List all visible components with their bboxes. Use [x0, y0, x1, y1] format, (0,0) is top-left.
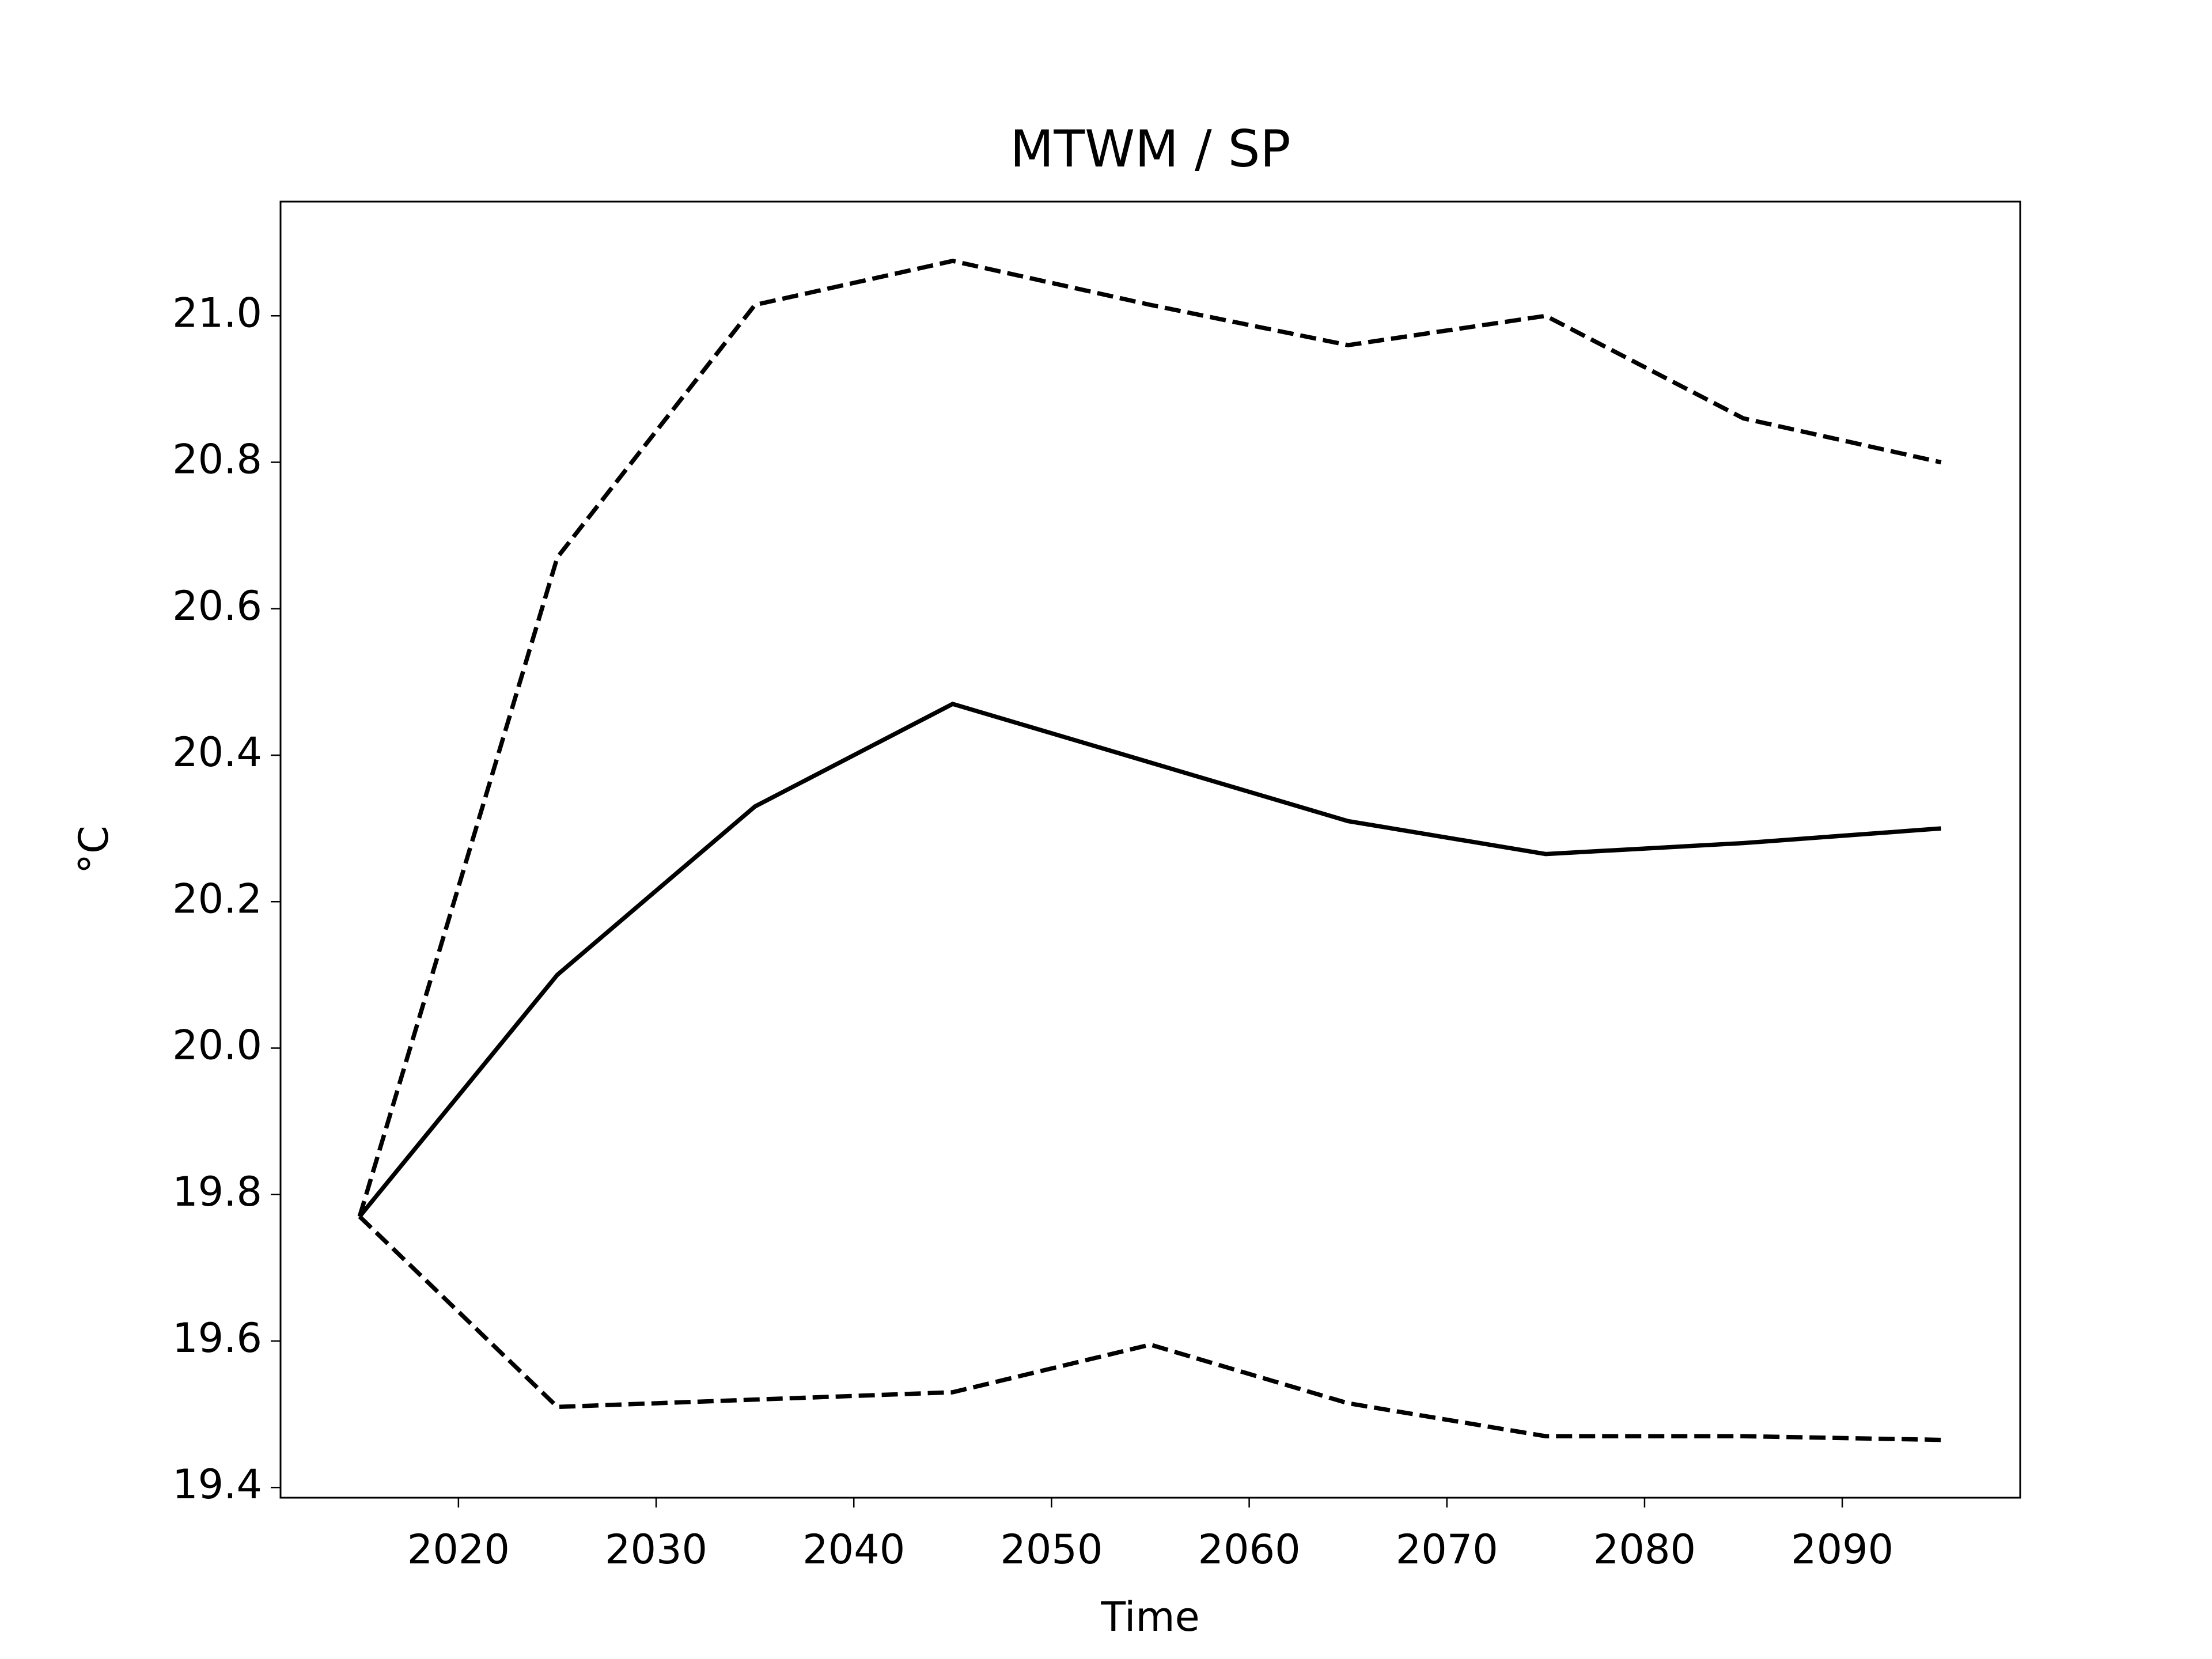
x-tick-label: 2040	[802, 1526, 905, 1573]
y-tick-label: 20.6	[172, 582, 262, 630]
x-tick-label: 2090	[1791, 1526, 1893, 1573]
x-tick-label: 2060	[1198, 1526, 1301, 1573]
line-series	[357, 259, 1942, 1217]
y-tick-label: 21.0	[172, 289, 262, 336]
x-tick-label: 2050	[1000, 1526, 1103, 1573]
line-series	[358, 1215, 1941, 1442]
y-tick-label: 20.0	[172, 1022, 262, 1069]
x-tick-label: 2070	[1396, 1526, 1498, 1573]
x-tick-label: 2020	[407, 1526, 510, 1573]
y-tick-label: 20.4	[172, 729, 262, 776]
y-tick-label: 19.4	[172, 1461, 262, 1508]
line-series	[358, 702, 1942, 1218]
y-tick-label: 20.8	[172, 436, 262, 483]
y-tick-label: 20.2	[172, 875, 262, 922]
chart-title: MTWM / SP	[1010, 119, 1290, 179]
y-tick-label: 19.6	[172, 1315, 262, 1362]
x-tick-label: 2080	[1593, 1526, 1696, 1573]
plot-frame	[279, 200, 2021, 1499]
y-tick-label: 19.8	[172, 1168, 262, 1215]
y-axis-label: °C	[70, 825, 118, 874]
x-axis-label: Time	[1100, 1593, 1199, 1641]
x-tick-label: 2030	[605, 1526, 707, 1573]
